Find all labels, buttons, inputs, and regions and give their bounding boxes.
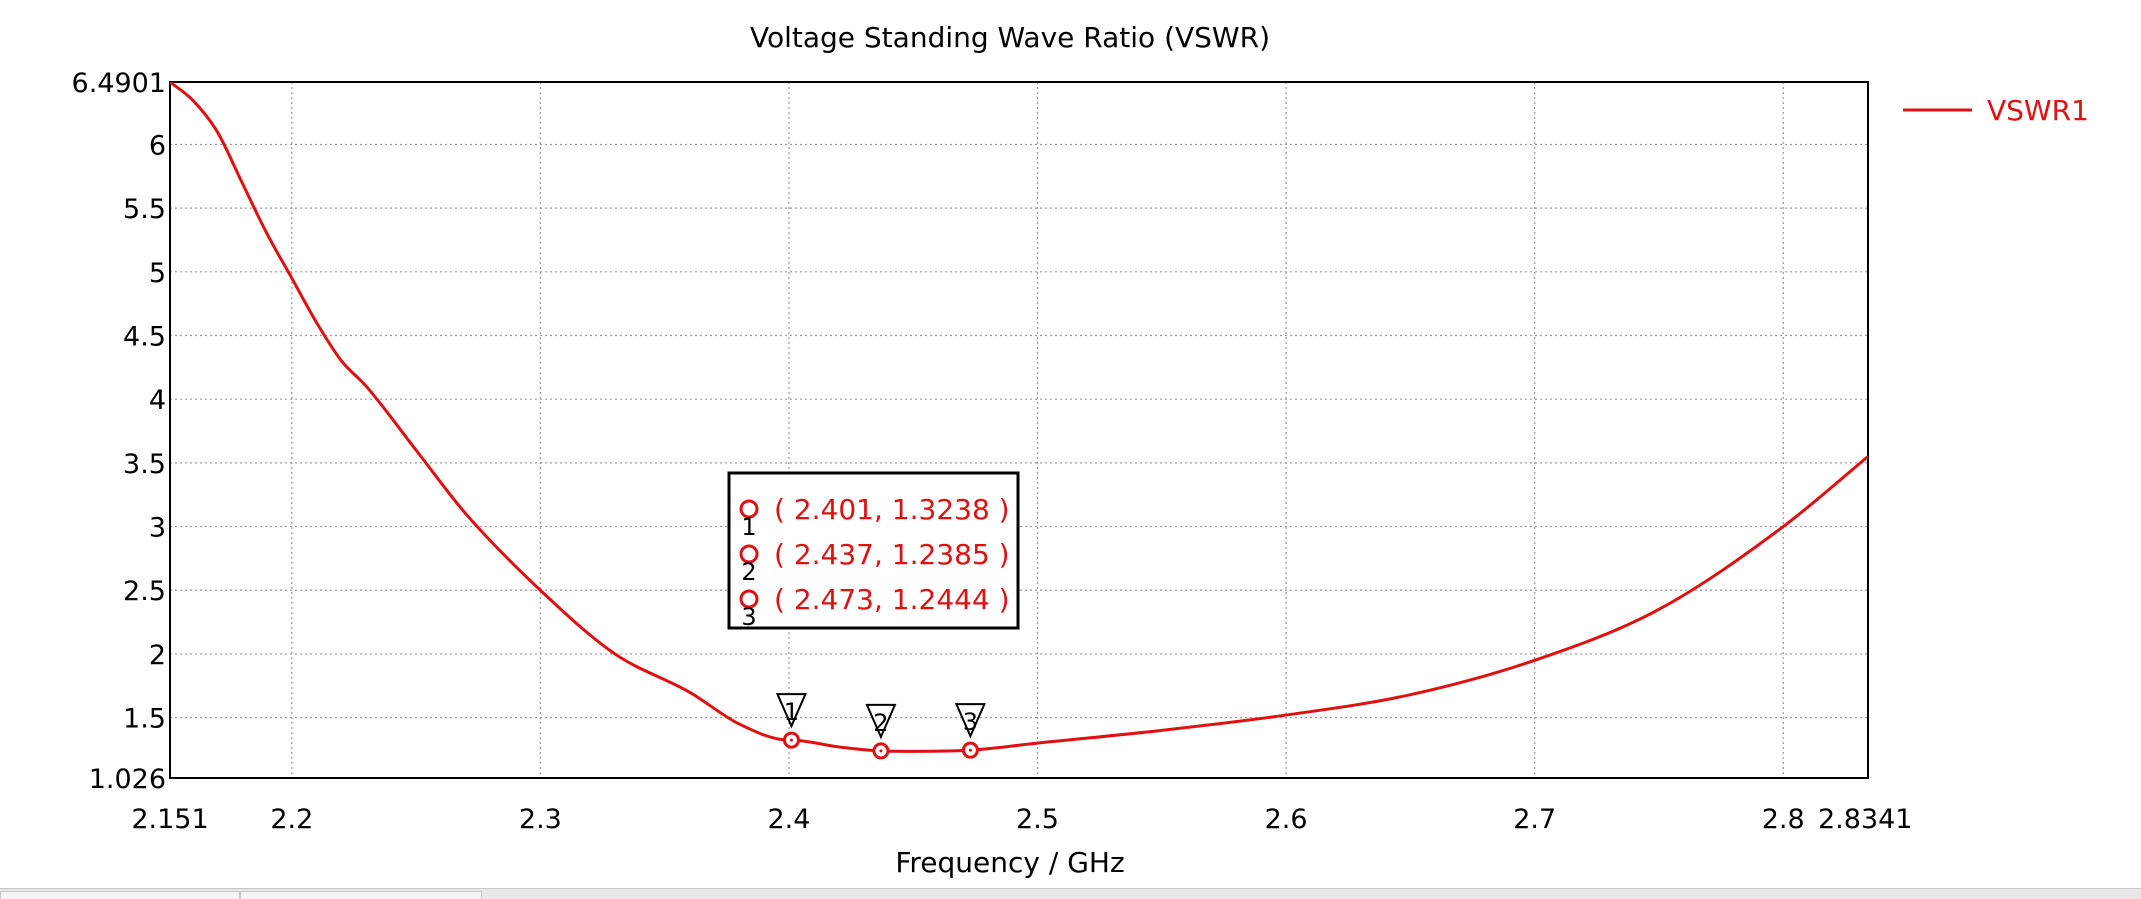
x-axis-label: Frequency / GHz <box>895 846 1124 879</box>
grid-lines <box>170 82 1868 778</box>
marker-3-flag <box>954 703 986 739</box>
x-tick-label: 2.3 <box>519 804 562 835</box>
y-tick-label: 2.5 <box>123 576 166 607</box>
y-tick-label: 6 <box>149 130 166 161</box>
marker-readout-frame <box>727 471 1020 630</box>
y-tick-labels: 1.026 1.5 2 2.5 3 3.5 4 4.5 5 5.5 6 6.4901 <box>72 68 166 795</box>
chart-title: Voltage Standing Wave Ratio (VSWR) <box>750 21 1270 54</box>
marker-1-id: 1 <box>784 698 799 726</box>
marker-readout-box: 1 ( 2.401, 1.3238 ) 2 ( 2.437, 1.2385 ) 3 ( 2… <box>727 471 1020 631</box>
readout-marker-1-icon <box>739 499 759 519</box>
marker-3-id: 3 <box>963 708 978 736</box>
readout-marker-1-value: ( 2.401, 1.3238 ) <box>774 493 1010 526</box>
x-tick-labels: 2.151 2.2 2.3 2.4 2.5 2.6 2.7 2.8 2.8341 <box>131 804 1912 835</box>
x-tick-label: 2.151 <box>131 804 208 835</box>
readout-marker-2-value: ( 2.437, 1.2385 ) <box>774 538 1010 571</box>
marker-layer: 1 2 3 <box>775 693 986 760</box>
x-tick-label: 2.2 <box>270 804 313 835</box>
readout-marker-1-id: 1 <box>741 513 756 541</box>
plot-area-frame <box>169 81 1869 779</box>
y-tick-label: 4 <box>149 385 166 416</box>
readout-marker-3-id: 3 <box>741 603 756 631</box>
x-tick-label: 2.8 <box>1762 804 1805 835</box>
legend: VSWR1 <box>1903 94 2089 127</box>
tab[interactable] <box>0 891 240 899</box>
marker-2-flag <box>865 703 897 740</box>
x-tick-label: 2.4 <box>767 804 810 835</box>
y-tick-label: 5 <box>149 258 166 289</box>
x-tick-label: 2.7 <box>1513 804 1556 835</box>
y-tick-label: 6.4901 <box>72 68 166 99</box>
readout-marker-2-icon <box>739 544 759 564</box>
y-tick-label: 4.5 <box>123 321 166 352</box>
readout-marker-3-value: ( 2.473, 1.2444 ) <box>774 583 1010 616</box>
marker-1-dot <box>789 738 793 742</box>
x-tick-label: 2.5 <box>1016 804 1059 835</box>
x-tick-label: 2.6 <box>1265 804 1308 835</box>
readout-marker-2-id: 2 <box>741 558 756 586</box>
marker-3-dot <box>968 748 972 752</box>
readout-marker-3-icon <box>739 589 759 609</box>
legend-label-vswr1: VSWR1 <box>1987 94 2089 127</box>
y-tick-label: 3 <box>149 513 166 544</box>
y-tick-label: 3.5 <box>123 449 166 480</box>
marker-2-dot <box>879 749 883 753</box>
marker-1-flag <box>775 693 807 729</box>
y-tick-label: 5.5 <box>123 194 166 225</box>
x-tick-label: 2.8341 <box>1818 804 1912 835</box>
marker-2-id: 2 <box>873 709 888 737</box>
y-tick-label: 2 <box>149 640 166 671</box>
bottom-tab-strip <box>0 888 2141 899</box>
tab[interactable] <box>240 891 482 899</box>
y-tick-label: 1.026 <box>89 764 166 795</box>
y-tick-label: 1.5 <box>123 704 166 735</box>
